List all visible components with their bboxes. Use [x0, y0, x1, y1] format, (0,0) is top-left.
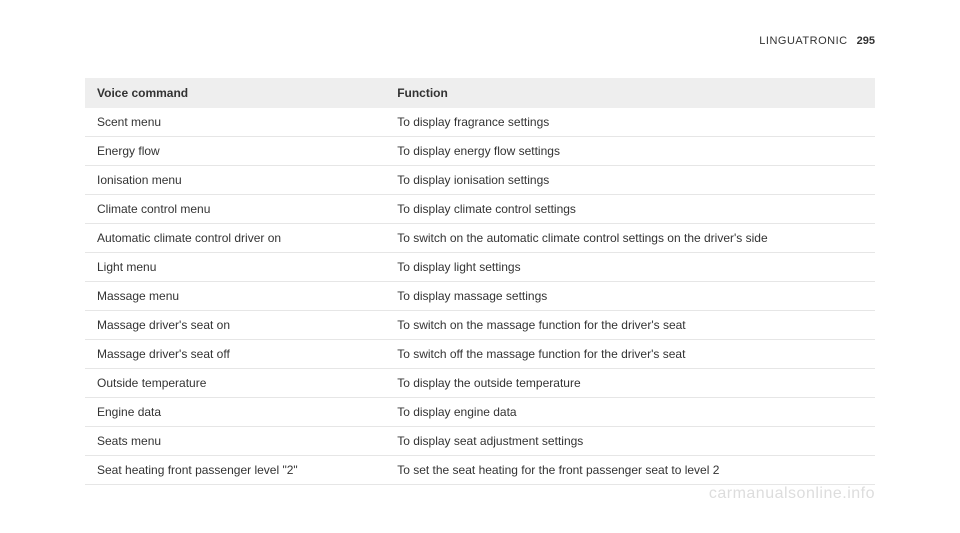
- cell-function: To display massage settings: [385, 282, 875, 311]
- cell-function: To display ionisation settings: [385, 166, 875, 195]
- cell-function: To switch off the massage function for t…: [385, 340, 875, 369]
- col-header-function: Function: [385, 78, 875, 108]
- cell-function: To display seat adjustment settings: [385, 427, 875, 456]
- section-title: LINGUATRONIC: [759, 35, 847, 47]
- cell-function: To switch on the automatic climate contr…: [385, 224, 875, 253]
- page-header: LINGUATRONIC 295: [759, 35, 875, 47]
- cell-command: Engine data: [85, 398, 385, 427]
- cell-command: Ionisation menu: [85, 166, 385, 195]
- table-row: Massage driver's seat offTo switch off t…: [85, 340, 875, 369]
- table-row: Outside temperatureTo display the outsid…: [85, 369, 875, 398]
- table-row: Light menuTo display light settings: [85, 253, 875, 282]
- table-row: Engine dataTo display engine data: [85, 398, 875, 427]
- cell-function: To display engine data: [385, 398, 875, 427]
- cell-command: Massage driver's seat off: [85, 340, 385, 369]
- cell-command: Energy flow: [85, 137, 385, 166]
- cell-command: Climate control menu: [85, 195, 385, 224]
- cell-function: To display light settings: [385, 253, 875, 282]
- table-row: Ionisation menuTo display ionisation set…: [85, 166, 875, 195]
- cell-command: Outside temperature: [85, 369, 385, 398]
- col-header-command: Voice command: [85, 78, 385, 108]
- table-row: Seat heating front passenger level "2"To…: [85, 456, 875, 485]
- voice-command-table: Voice command Function Scent menuTo disp…: [85, 78, 875, 485]
- cell-command: Automatic climate control driver on: [85, 224, 385, 253]
- watermark: carmanualsonline.info: [709, 485, 875, 503]
- cell-function: To display fragrance settings: [385, 108, 875, 137]
- cell-function: To display the outside temperature: [385, 369, 875, 398]
- cell-function: To set the seat heating for the front pa…: [385, 456, 875, 485]
- table-row: Automatic climate control driver onTo sw…: [85, 224, 875, 253]
- cell-command: Massage menu: [85, 282, 385, 311]
- table-row: Energy flowTo display energy flow settin…: [85, 137, 875, 166]
- table-row: Climate control menuTo display climate c…: [85, 195, 875, 224]
- table-body: Scent menuTo display fragrance settingsE…: [85, 108, 875, 485]
- page-number: 295: [857, 35, 875, 47]
- table-row: Massage menuTo display massage settings: [85, 282, 875, 311]
- table-row: Massage driver's seat onTo switch on the…: [85, 311, 875, 340]
- cell-function: To switch on the massage function for th…: [385, 311, 875, 340]
- table-row: Scent menuTo display fragrance settings: [85, 108, 875, 137]
- cell-command: Light menu: [85, 253, 385, 282]
- cell-command: Seats menu: [85, 427, 385, 456]
- cell-command: Seat heating front passenger level "2": [85, 456, 385, 485]
- cell-function: To display climate control settings: [385, 195, 875, 224]
- cell-function: To display energy flow settings: [385, 137, 875, 166]
- cell-command: Massage driver's seat on: [85, 311, 385, 340]
- table-header-row: Voice command Function: [85, 78, 875, 108]
- cell-command: Scent menu: [85, 108, 385, 137]
- table-row: Seats menuTo display seat adjustment set…: [85, 427, 875, 456]
